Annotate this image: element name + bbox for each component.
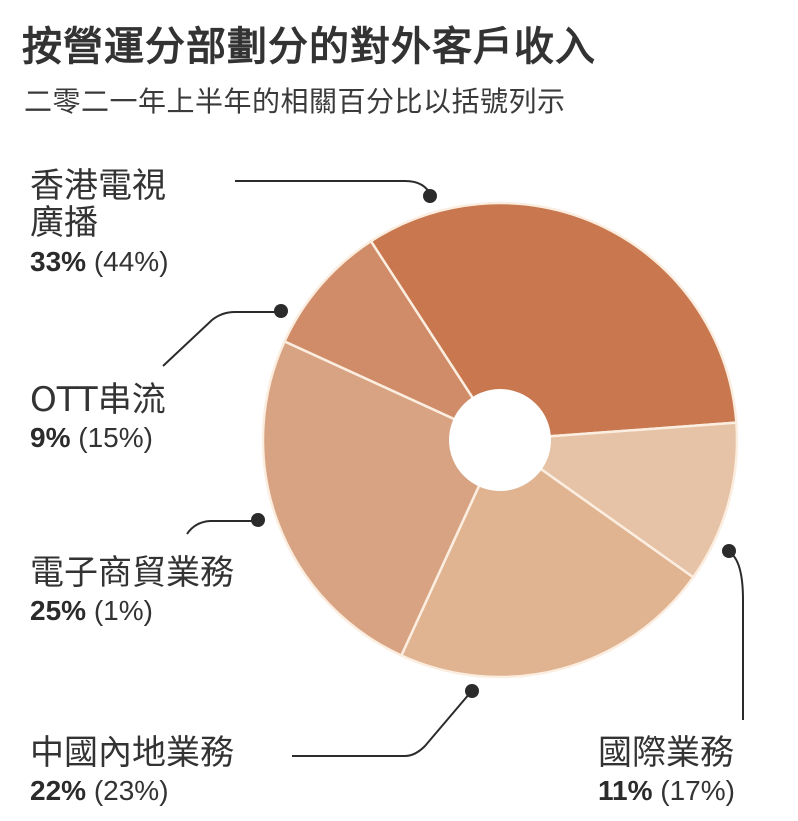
label-pct: 33% [30,245,87,277]
leader-line-hk-tv [235,180,432,197]
label-mainland: 中國內地業務 22% (23%) [30,733,234,807]
leader-line-ott [162,311,280,367]
leader-dot-ott [274,304,288,318]
donut-hole [449,389,551,491]
label-prev-pct: (1%) [93,595,153,627]
label-ecommerce: 電子商貿業務 25% (1%) [30,553,234,627]
label-pct: 9% [30,422,71,454]
leader-line-ecommerce [186,520,258,535]
label-hk-tv: 香港電視 廣播 33% (44%) [30,166,169,278]
label-pct: 11% [598,775,653,807]
leader-line-international [728,551,744,720]
label-name: 電子商貿業務 [30,553,234,593]
pie-slices [261,201,739,679]
label-pct: 22% [30,775,87,807]
label-name: 中國內地業務 [30,733,234,773]
pie-slice-1 [496,421,739,580]
chart-subtitle: 二零二一年上半年的相關百分比以括號列示 [24,85,566,118]
label-prev-pct: (15%) [78,422,153,454]
pie-slice-3 [261,339,502,658]
leader-dot-mainland [465,684,479,698]
label-prev-pct: (17%) [660,775,735,807]
pie-slice-2 [399,438,695,679]
leader-dot-hk-tv [423,189,437,203]
leader-dot-ecommerce [251,513,265,527]
chart-title: 按營運分部劃分的對外客戶收入 [22,24,596,70]
label-prev-pct: (44%) [93,245,169,277]
leader-dots [251,189,736,698]
label-name: 國際業務 [598,733,734,773]
label-pct: 25% [30,595,87,627]
label-name: OTT串流 [30,380,166,420]
label-name: 香港電視 [30,166,166,206]
leader-dot-international [722,544,736,558]
label-prev-pct: (23%) [93,775,169,807]
label-name: 廣播 [30,203,98,244]
label-ott: OTT串流 9% (15%) [30,380,166,454]
label-international: 國際業務 11% (17%) [598,733,735,807]
leader-line-mainland [292,692,471,757]
pie-slice-4 [282,239,504,443]
